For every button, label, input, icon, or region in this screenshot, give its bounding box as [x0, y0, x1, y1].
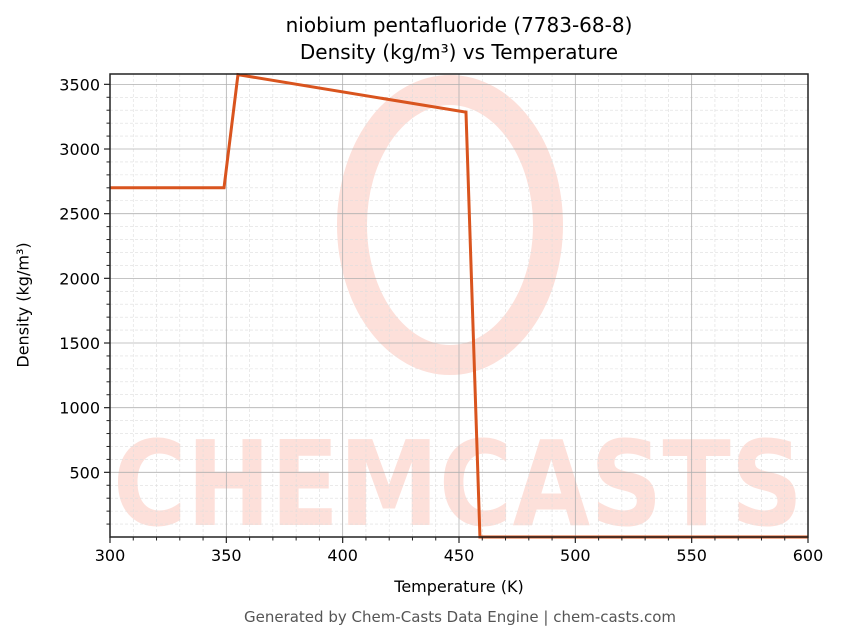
y-tick-label: 500 [69, 463, 100, 482]
y-tick-label: 2500 [59, 205, 100, 224]
y-tick-label: 1500 [59, 334, 100, 353]
x-axis-label: Temperature (K) [394, 577, 524, 596]
y-tick-label: 3000 [59, 140, 100, 159]
chart-title-line-1: niobium pentafluoride (7783-68-8) [285, 13, 633, 37]
watermark-logo-icon [337, 75, 563, 375]
footer-credit: Generated by Chem-Casts Data Engine | ch… [243, 608, 677, 626]
y-axis-label: Density (kg/m³) [13, 242, 33, 368]
x-tick-label: 450 [444, 546, 475, 565]
x-tick-label: 400 [327, 546, 358, 565]
watermark-text: CHEMCASTS [113, 415, 803, 553]
x-tick-label: 300 [95, 546, 126, 565]
x-tick-label: 500 [560, 546, 591, 565]
x-tick-label: 550 [676, 546, 707, 565]
y-tick-label: 3500 [59, 75, 100, 94]
chart-title-line-2: Density (kg/m³) vs Temperature [299, 40, 619, 64]
x-tick-label: 600 [793, 546, 824, 565]
x-tick-label: 350 [211, 546, 242, 565]
y-tick-label: 1000 [59, 399, 100, 418]
y-tick-label: 2000 [59, 269, 100, 288]
